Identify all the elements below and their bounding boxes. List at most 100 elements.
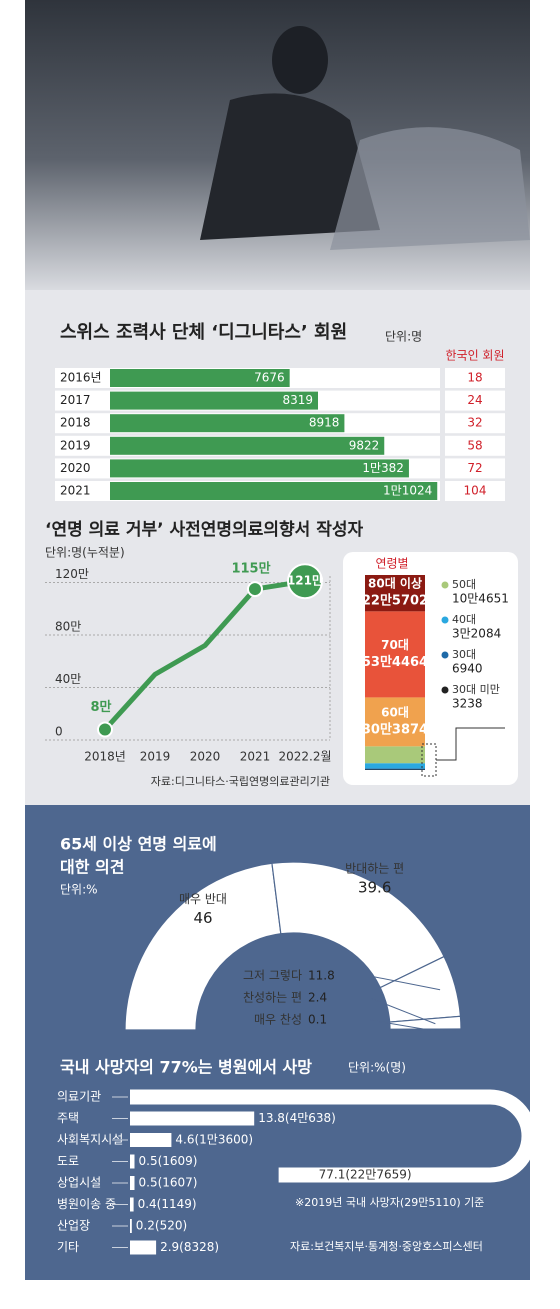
- bar: [130, 1197, 134, 1212]
- note: ※2019년 국내 사망자(29만5110) 기준: [295, 1196, 484, 1209]
- value-label: 115만: [231, 561, 270, 577]
- y-tick-label: 80만: [55, 620, 81, 634]
- bar-segment: [365, 768, 425, 770]
- value-label: 39.6: [358, 878, 391, 896]
- section-title: 대한 의견: [60, 858, 124, 877]
- bar-segment: [365, 746, 425, 764]
- y-tick-label: 2017: [60, 393, 91, 407]
- value-label: 30만3874: [362, 721, 428, 737]
- y-tick-label: 도로: [57, 1154, 79, 1168]
- x-tick-label: 2021: [240, 750, 271, 764]
- bar: [130, 1133, 172, 1147]
- legend-label: 30대 미만: [452, 683, 500, 696]
- bar-segment: [365, 575, 425, 612]
- leader-line: [340, 1019, 426, 1030]
- segment-name: 80대 이상: [368, 576, 422, 591]
- value-label: 46: [193, 909, 212, 927]
- segment-name: 찬성하는 편: [243, 990, 302, 1005]
- bar: [110, 369, 290, 387]
- donut-segment: [124, 862, 282, 1031]
- value-label: 3만2084: [452, 627, 501, 641]
- value-label: 3238: [452, 697, 483, 711]
- leader-line: [340, 997, 436, 1025]
- y-tick-label: 의료기관: [57, 1090, 101, 1104]
- bar: [110, 391, 319, 410]
- bar: [130, 1219, 132, 1233]
- y-tick-label: 산업장: [57, 1219, 90, 1233]
- value-label: 10만4651: [452, 592, 509, 606]
- y-tick-label: 0: [55, 725, 63, 739]
- unit-label: 단위:%: [60, 883, 98, 897]
- value-label: 13.8(4만638): [258, 1111, 336, 1125]
- value-label: 2.4: [308, 991, 327, 1005]
- legend-label: 50대: [452, 578, 476, 591]
- segment-name: 매우 찬성: [254, 1012, 302, 1027]
- cell: [445, 368, 505, 388]
- segment-name: 매우 반대: [179, 892, 227, 906]
- table-cell: 72: [467, 461, 482, 475]
- point: [287, 563, 323, 600]
- legend-dot: [441, 686, 449, 694]
- cell: [445, 481, 505, 501]
- y-tick-label: 40만: [55, 672, 81, 686]
- value-label: 4.6(1만3600): [175, 1133, 253, 1147]
- table-cell: 58: [467, 438, 482, 452]
- value-label: 121만: [287, 573, 323, 588]
- y-tick-label: 120만: [55, 567, 89, 581]
- bar: [130, 1176, 135, 1190]
- legend-label: 30대: [452, 648, 476, 661]
- y-tick-label: 병원이송 중: [57, 1197, 116, 1211]
- segment-name: 그저 그렇다: [243, 968, 302, 983]
- value-label: 22만5702: [362, 593, 428, 609]
- unit-label: 단위:명(누적분): [45, 546, 125, 560]
- bar: [130, 1240, 157, 1255]
- callout-line: [436, 727, 505, 761]
- value-label: 1만1024: [383, 484, 432, 498]
- column-header: 한국인 회원: [445, 349, 504, 363]
- y-tick-label: 2020: [60, 461, 91, 475]
- legend-label: 40대: [452, 613, 476, 626]
- bar: [130, 1154, 135, 1169]
- bar: [130, 1089, 537, 1183]
- y-tick-label: 2018: [60, 416, 91, 430]
- y-tick-label: 2016년: [60, 371, 102, 385]
- bar-segment: [365, 611, 425, 698]
- photo-bed: [330, 127, 530, 250]
- value-label: 8만: [90, 699, 111, 715]
- value-label: 2.9(8328): [160, 1240, 219, 1254]
- value-label: 1만382: [362, 461, 404, 475]
- y-tick-label: 기타: [57, 1240, 79, 1254]
- value-label: 6940: [452, 662, 483, 676]
- value-label: 0.2(520): [136, 1219, 187, 1233]
- section-title: 국내 사망자의 77%는 병원에서 사망: [60, 1058, 312, 1077]
- y-tick-label: 주택: [57, 1111, 79, 1125]
- bar: [110, 436, 385, 455]
- section-title: ‘연명 의료 거부’ 사전연명의료의향서 작성자: [45, 519, 363, 540]
- segment-name: 60대: [381, 705, 409, 719]
- unit-label: 단위:%(명): [348, 1061, 406, 1075]
- table-cell: 18: [467, 371, 482, 385]
- value-label: 9822: [349, 438, 380, 452]
- segment-name: 반대하는 편: [345, 861, 404, 875]
- value-label: 7676: [254, 371, 285, 385]
- point: [247, 581, 263, 598]
- value-label: 8319: [282, 393, 313, 407]
- point: [97, 721, 113, 738]
- value-label: 8918: [309, 416, 340, 430]
- bar-segment: [365, 697, 425, 747]
- source: 자료:디그니타스·국립연명의료관리기관: [151, 775, 330, 788]
- bar-segment: [365, 763, 425, 769]
- x-tick-label: 2020: [190, 750, 221, 764]
- source: 자료:보건복지부·통계청·중앙호스피스센터: [290, 1240, 483, 1253]
- bar-segment: [365, 769, 425, 770]
- photo-silhouette: [200, 93, 380, 240]
- y-tick-label: 2019: [60, 438, 91, 452]
- photo-silhouette: [272, 26, 328, 94]
- section-title: 스위스 조력사 단체 ‘디그니타스’ 회원: [60, 322, 347, 343]
- bar: [110, 459, 409, 478]
- panel-title: 연령별: [375, 557, 408, 571]
- donut-segment: [271, 861, 445, 989]
- cell: [445, 435, 505, 456]
- cell: [445, 413, 505, 434]
- table-cell: 32: [467, 416, 482, 430]
